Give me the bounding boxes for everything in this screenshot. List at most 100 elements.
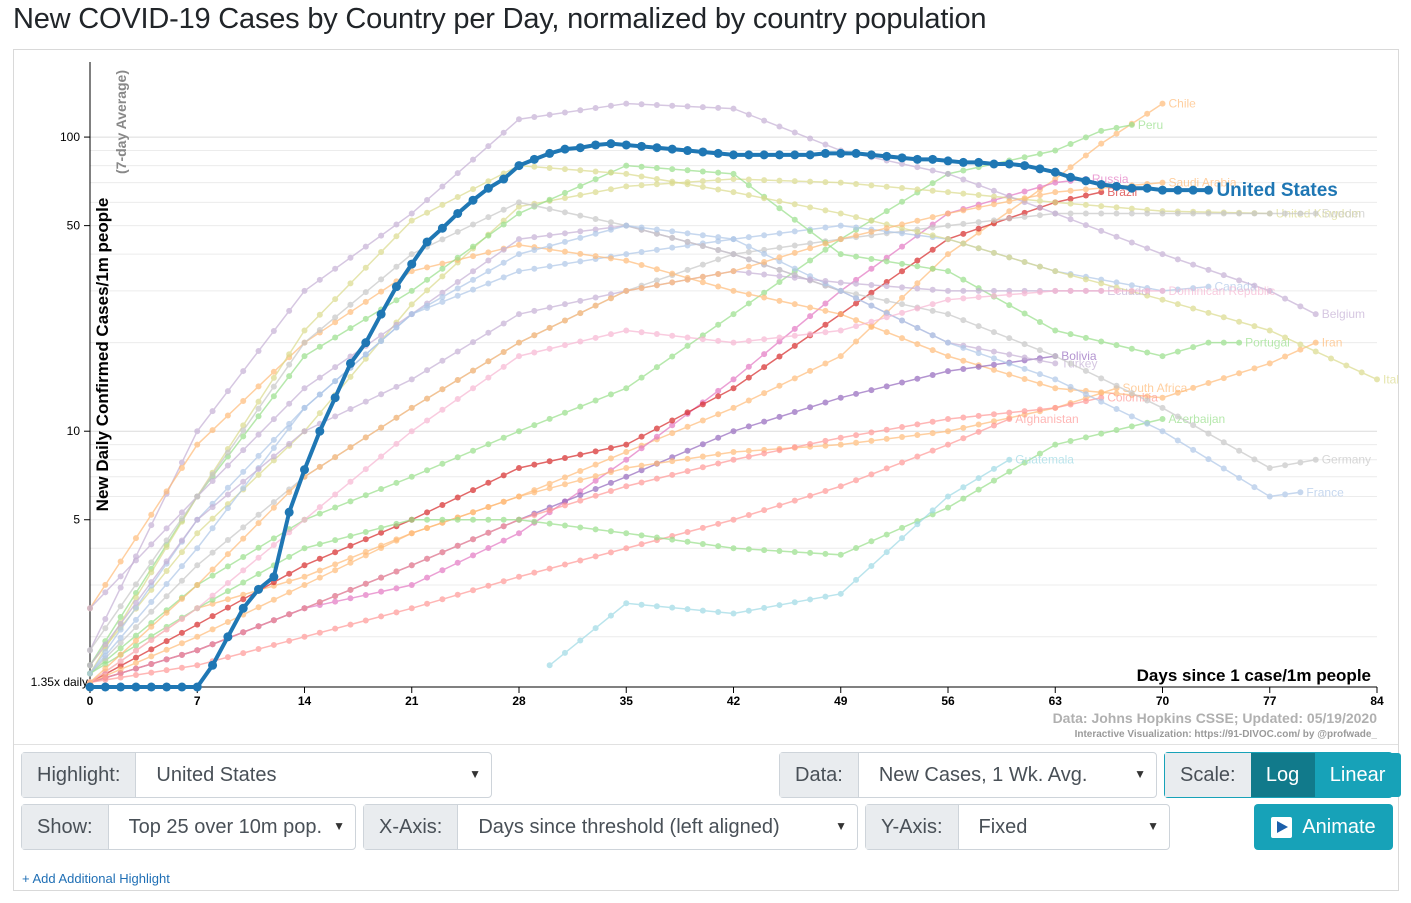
series-point	[1006, 302, 1013, 309]
series-line	[89, 355, 1056, 684]
series-point	[791, 599, 798, 606]
series-point	[485, 582, 492, 589]
series-point	[653, 164, 660, 171]
series-point	[1036, 184, 1043, 191]
series-point	[592, 477, 599, 484]
series-point	[730, 189, 737, 196]
series-point	[255, 604, 262, 611]
data-value[interactable]: New Cases, 1 Wk. Avg. ▼	[859, 753, 1156, 797]
series-point	[899, 268, 906, 275]
y-tick-label: 5	[73, 513, 80, 527]
y-axis-value[interactable]: Fixed ▼	[959, 805, 1169, 849]
series-point	[960, 190, 967, 197]
series-point	[470, 516, 477, 523]
series-point	[132, 637, 139, 644]
series-point	[332, 504, 339, 511]
show-value[interactable]: Top 25 over 10m pop. ▼	[109, 805, 355, 849]
series-point	[990, 361, 997, 368]
series-colombia: Colombia	[87, 391, 1158, 686]
series-point	[393, 221, 400, 228]
highlight-point	[499, 174, 509, 184]
x-axis-select[interactable]: X-Axis: Days since threshold (left align…	[363, 804, 858, 850]
highlight-point	[1050, 167, 1060, 177]
animate-button[interactable]: Animate	[1254, 804, 1393, 850]
series-point	[899, 160, 906, 167]
series-point	[607, 549, 614, 556]
series-point	[592, 302, 599, 309]
series-point	[883, 283, 890, 290]
series-point	[332, 364, 339, 371]
series-point	[1128, 413, 1135, 420]
series-point	[990, 217, 997, 224]
scale-log-button[interactable]: Log	[1250, 753, 1315, 797]
data-select[interactable]: Data: New Cases, 1 Wk. Avg. ▼	[779, 752, 1157, 798]
series-point	[1036, 197, 1043, 204]
series-point	[1098, 203, 1105, 210]
series-point	[791, 325, 798, 332]
series-point	[1036, 150, 1043, 157]
series-point	[914, 280, 921, 287]
highlight-value[interactable]: United States ▼	[136, 753, 491, 797]
highlight-point	[575, 143, 585, 153]
series-point	[929, 447, 936, 454]
series-point	[132, 616, 139, 623]
series-point	[1006, 456, 1013, 463]
series-point	[178, 615, 185, 622]
series-point	[791, 497, 798, 504]
series-point	[332, 491, 339, 498]
series-point	[332, 598, 339, 605]
highlight-select[interactable]: Highlight: United States ▼	[21, 752, 492, 798]
series-point	[1006, 360, 1013, 367]
x-axis-value[interactable]: Days since threshold (left aligned) ▼	[458, 805, 857, 849]
series-point	[699, 524, 706, 531]
series-point	[853, 317, 860, 324]
series-point	[378, 337, 385, 344]
series-point	[975, 421, 982, 428]
series-point	[653, 433, 660, 440]
series-point	[1205, 339, 1212, 346]
series-point	[715, 321, 722, 328]
series-point	[853, 253, 860, 260]
series-point	[761, 351, 768, 358]
series-point	[1067, 360, 1074, 367]
series-point	[945, 251, 951, 258]
series-point	[148, 646, 155, 653]
series-label: Portugal	[1245, 336, 1290, 350]
series-point	[577, 468, 584, 475]
series-point	[163, 488, 170, 495]
series-point	[516, 236, 522, 243]
series-point	[623, 473, 630, 480]
series-point	[914, 324, 921, 331]
series-point	[699, 401, 706, 408]
series-point	[577, 183, 584, 190]
series-point	[362, 298, 369, 305]
add-highlight-link[interactable]: + Add Additional Highlight	[22, 871, 170, 886]
series-point	[301, 385, 308, 392]
series-point	[561, 301, 568, 308]
highlight-point	[361, 338, 371, 348]
series-point	[853, 390, 860, 397]
series-point	[393, 479, 400, 486]
series-point	[1082, 152, 1089, 159]
series-point	[929, 430, 936, 437]
series-point	[1021, 195, 1028, 202]
highlight-point	[851, 148, 861, 158]
series-point	[286, 361, 293, 368]
show-select[interactable]: Show: Top 25 over 10m pop. ▼	[21, 804, 356, 850]
series-point	[776, 230, 783, 237]
series-point	[577, 524, 584, 531]
series-point	[715, 283, 722, 290]
series-label: Afghanistan	[1015, 412, 1078, 426]
series-point	[822, 179, 829, 186]
series-point	[868, 281, 875, 288]
series-point	[1006, 208, 1013, 215]
series-point	[1128, 210, 1135, 217]
series-point	[592, 226, 599, 233]
y-axis-select[interactable]: Y-Axis: Fixed ▼	[865, 804, 1170, 850]
highlight-point	[514, 161, 524, 171]
scale-linear-button[interactable]: Linear	[1314, 753, 1401, 797]
highlight-point	[422, 237, 432, 247]
series-point	[669, 536, 676, 543]
series-point	[577, 212, 584, 219]
highlight-point	[836, 148, 846, 158]
